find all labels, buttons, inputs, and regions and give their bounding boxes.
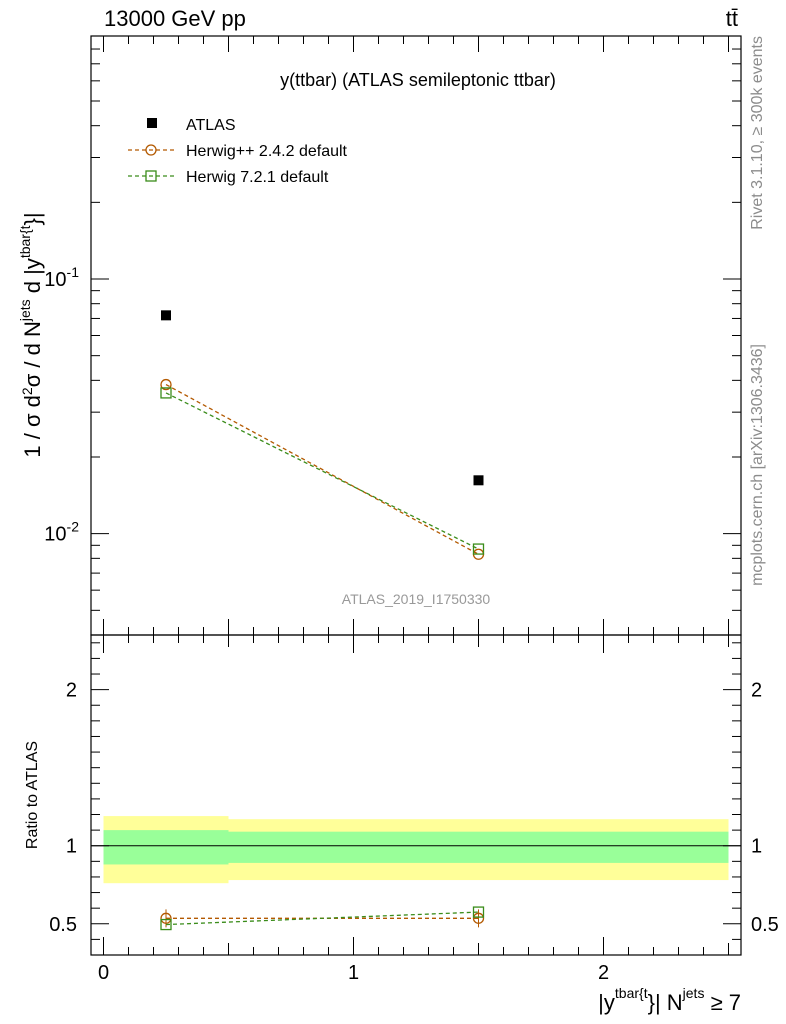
ratio-herwig7-point (160, 918, 172, 931)
ratio-series-line-1 (165, 911, 479, 926)
ratio-band-inner-1 (228, 831, 729, 863)
ratio-y-tick-label: 0.5 (49, 914, 77, 936)
rivet-label: Rivet 3.1.10, ≥ 300k events (749, 36, 766, 230)
ratio-y-tick-label-right: 1 (751, 836, 762, 858)
atlas-data-point (161, 310, 171, 321)
process-label: tt̄ (726, 6, 738, 31)
herwigpp-point (160, 378, 172, 391)
ratio-uncertainty-bands (103, 816, 729, 884)
ratio-herwigpp-point (160, 912, 172, 924)
main-series-line-1 (165, 383, 479, 555)
legend: ATLAS Herwig++ 2.4.2 default Herwig 7.2.… (128, 117, 348, 186)
mcplots-label: mcplots.cern.ch [arXiv:1306.3436] (749, 344, 766, 586)
ratio-y-tick-label: 2 (66, 680, 77, 702)
energy-label: 13000 GeV pp (104, 6, 246, 31)
ratio-plot-frame (90, 634, 742, 956)
ratio-panel: 0.5 0.5 1 1 2 2 0 1 2 Ratio to ATLAS |ytbar{t}| … (24, 634, 779, 1015)
ratio-y-axis-label: Ratio to ATLAS (24, 741, 41, 849)
ratio-axis-ticks (91, 635, 741, 955)
atlas-data-point (473, 475, 484, 486)
ratio-x-tick-label: 0 (98, 962, 109, 984)
svg-text:1 / σ d2σ / d Njets d |ytbar{t: 1 / σ d2σ / d Njets d |ytbar{t}| (17, 212, 45, 457)
legend-atlas-label: ATLAS (186, 117, 236, 134)
ratio-band-inner-0 (103, 830, 229, 865)
main-axis-ticks (91, 35, 741, 636)
herwig7-point (472, 543, 485, 555)
x-axis-label: |ytbar{t}| Njets ≥ 7 (598, 985, 741, 1015)
ratio-y-tick-label-right: 2 (751, 680, 762, 702)
analysis-id-label: ATLAS_2019_I1750330 (342, 591, 491, 607)
main-y-axis-label: 1 / σ d2σ / d Njets d |ytbar{t}| (17, 212, 45, 457)
ratio-y-tick-label-right: 0.5 (751, 914, 779, 936)
legend-herwig7-marker (145, 170, 157, 182)
ratio-herwig7-point (472, 906, 485, 918)
main-panel: y(ttbar) (ATLAS semileptonic ttbar) ATLA… (17, 35, 742, 636)
legend-herwigpp-marker (145, 144, 157, 156)
main-series-line-2 (165, 392, 479, 550)
herwig7-point (160, 387, 172, 399)
ratio-x-tick-label: 1 (348, 962, 359, 984)
plot-title: y(ttbar) (ATLAS semileptonic ttbar) (280, 70, 556, 90)
legend-herwigpp-label: Herwig++ 2.4.2 default (186, 143, 348, 160)
legend-herwig7-label: Herwig 7.2.1 default (186, 169, 329, 186)
ratio-herwigpp-point (472, 912, 485, 924)
ratio-x-tick-label: 2 (598, 962, 609, 984)
main-y-tick-label: 10-2 (44, 519, 79, 546)
svg-text:|ytbar{t}| Njets ≥ 7: |ytbar{t}| Njets ≥ 7 (598, 985, 741, 1015)
main-y-tick-label: 10-1 (44, 264, 79, 291)
ratio-y-tick-label: 1 (66, 836, 77, 858)
legend-atlas-marker (147, 118, 157, 128)
